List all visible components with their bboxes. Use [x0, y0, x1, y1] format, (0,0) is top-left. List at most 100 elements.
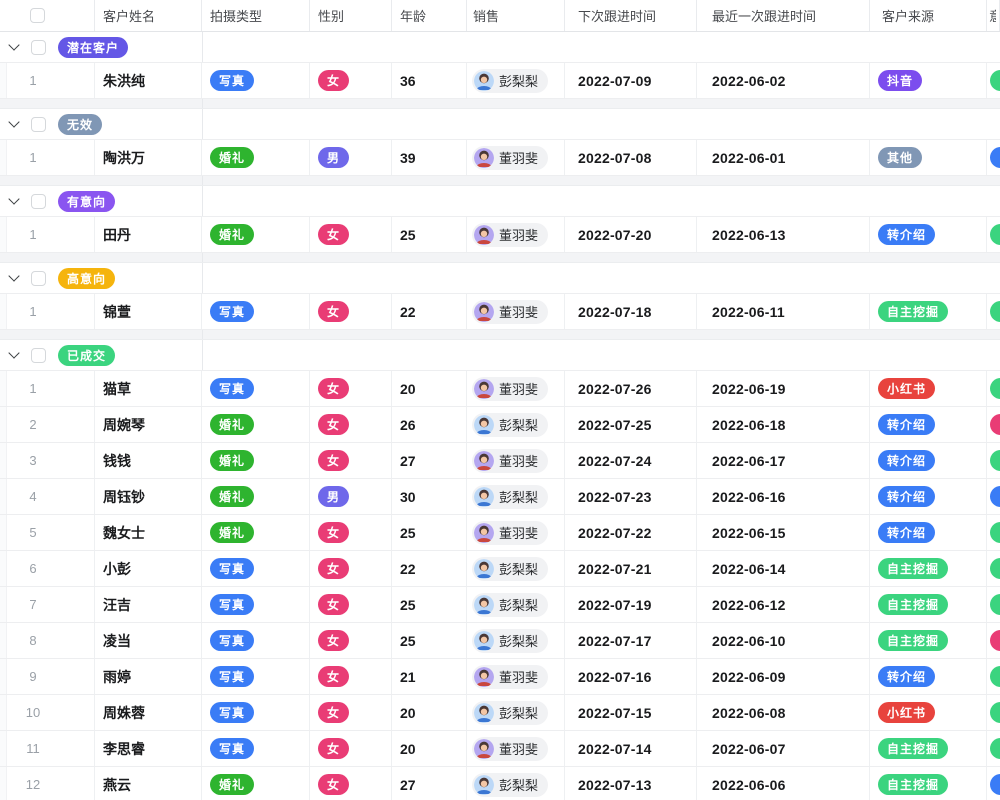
table-row[interactable]: 10 周姝蓉 写真 女 20 彭梨梨 2022-07-15 2022-06-08… [0, 695, 1000, 731]
customer-name-cell[interactable]: 李思睿 [95, 731, 202, 766]
source-badge[interactable]: 转介绍 [878, 414, 936, 435]
shoot-type-cell[interactable]: 写真 [202, 551, 310, 586]
table-row[interactable]: 8 凌当 写真 女 25 彭梨梨 2022-07-17 2022-06-10 自… [0, 623, 1000, 659]
shoot-type-cell[interactable]: 写真 [202, 371, 310, 406]
source-cell[interactable]: 转介绍 [870, 443, 987, 478]
last-followup-cell[interactable]: 2022-06-07 [697, 731, 870, 766]
age-cell[interactable]: 22 [392, 294, 467, 329]
sales-chip[interactable]: 董羽斐 [472, 736, 549, 761]
clipped-cell[interactable] [987, 371, 1000, 406]
customer-name-cell[interactable]: 小彭 [95, 551, 202, 586]
column-header-name[interactable]: 客户姓名 [95, 0, 202, 31]
last-followup-cell[interactable]: 2022-06-13 [697, 217, 870, 252]
age-cell[interactable]: 36 [392, 63, 467, 98]
chevron-down-icon[interactable] [8, 39, 20, 51]
source-badge[interactable]: 转介绍 [878, 522, 936, 543]
gender-cell[interactable]: 女 [310, 731, 392, 766]
source-cell[interactable]: 其他 [870, 140, 987, 175]
next-followup-cell[interactable]: 2022-07-17 [565, 623, 697, 658]
clipped-cell[interactable] [987, 695, 1000, 730]
gender-cell[interactable]: 女 [310, 767, 392, 800]
next-followup-cell[interactable]: 2022-07-19 [565, 587, 697, 622]
next-followup-cell[interactable]: 2022-07-22 [565, 515, 697, 550]
source-badge[interactable]: 自主挖掘 [878, 738, 949, 759]
shoot-type-badge[interactable]: 写真 [210, 378, 255, 399]
customer-name-cell[interactable]: 雨婷 [95, 659, 202, 694]
customer-name-cell[interactable]: 周钰钞 [95, 479, 202, 514]
next-followup-cell[interactable]: 2022-07-23 [565, 479, 697, 514]
row-index-cell[interactable]: 10 [0, 695, 95, 730]
sales-chip[interactable]: 董羽斐 [472, 520, 549, 545]
table-row[interactable]: 7 汪吉 写真 女 25 彭梨梨 2022-07-19 2022-06-12 自… [0, 587, 1000, 623]
gender-cell[interactable]: 女 [310, 217, 392, 252]
gender-badge[interactable]: 女 [318, 630, 350, 651]
column-header-source[interactable]: 客户来源 [870, 0, 987, 31]
source-cell[interactable]: 抖音 [870, 63, 987, 98]
customer-name-cell[interactable]: 猫草 [95, 371, 202, 406]
sales-chip[interactable]: 董羽斐 [472, 664, 549, 689]
customer-name-cell[interactable]: 锦萱 [95, 294, 202, 329]
group-header-row[interactable]: 潜在客户 [0, 32, 1000, 63]
clipped-badge[interactable] [990, 414, 1000, 435]
shoot-type-cell[interactable]: 婚礼 [202, 479, 310, 514]
age-cell[interactable]: 20 [392, 371, 467, 406]
customer-name-cell[interactable]: 周姝蓉 [95, 695, 202, 730]
select-all-cell[interactable] [0, 0, 95, 31]
sales-chip[interactable]: 彭梨梨 [472, 772, 549, 797]
sales-cell[interactable]: 彭梨梨 [467, 623, 565, 658]
source-badge[interactable]: 小红书 [878, 378, 936, 399]
clipped-badge[interactable] [990, 702, 1000, 723]
source-cell[interactable]: 转介绍 [870, 217, 987, 252]
shoot-type-badge[interactable]: 写真 [210, 702, 255, 723]
source-badge[interactable]: 自主挖掘 [878, 630, 949, 651]
group-checkbox[interactable] [31, 193, 46, 209]
row-index-cell[interactable]: 1 [0, 294, 95, 329]
sales-cell[interactable]: 彭梨梨 [467, 695, 565, 730]
clipped-cell[interactable] [987, 294, 1000, 329]
row-index-cell[interactable]: 2 [0, 407, 95, 442]
row-index-cell[interactable]: 11 [0, 731, 95, 766]
age-cell[interactable]: 30 [392, 479, 467, 514]
clipped-badge[interactable] [990, 594, 1000, 615]
column-header-age[interactable]: 年龄 [392, 0, 467, 31]
shoot-type-badge[interactable]: 写真 [210, 738, 255, 759]
clipped-badge[interactable] [990, 450, 1000, 471]
shoot-type-badge[interactable]: 写真 [210, 70, 255, 91]
sales-cell[interactable]: 彭梨梨 [467, 767, 565, 800]
gender-badge[interactable]: 女 [318, 414, 350, 435]
row-index-cell[interactable]: 6 [0, 551, 95, 586]
customer-name-cell[interactable]: 凌当 [95, 623, 202, 658]
row-index-cell[interactable]: 12 [0, 767, 95, 800]
gender-badge[interactable]: 女 [318, 522, 350, 543]
gender-badge[interactable]: 男 [318, 147, 350, 168]
shoot-type-badge[interactable]: 写真 [210, 558, 255, 579]
next-followup-cell[interactable]: 2022-07-14 [565, 731, 697, 766]
row-index-cell[interactable]: 3 [0, 443, 95, 478]
sales-chip[interactable]: 彭梨梨 [472, 484, 549, 509]
clipped-cell[interactable] [987, 587, 1000, 622]
table-row[interactable]: 3 钱钱 婚礼 女 27 董羽斐 2022-07-24 2022-06-17 转… [0, 443, 1000, 479]
age-cell[interactable]: 27 [392, 767, 467, 800]
source-badge[interactable]: 自主挖掘 [878, 301, 949, 322]
sales-cell[interactable]: 董羽斐 [467, 217, 565, 252]
gender-badge[interactable]: 女 [318, 70, 350, 91]
customer-name-cell[interactable]: 陶洪万 [95, 140, 202, 175]
last-followup-cell[interactable]: 2022-06-06 [697, 767, 870, 800]
next-followup-cell[interactable]: 2022-07-25 [565, 407, 697, 442]
clipped-badge[interactable] [990, 224, 1000, 245]
row-index-cell[interactable]: 1 [0, 63, 95, 98]
gender-cell[interactable]: 女 [310, 587, 392, 622]
gender-badge[interactable]: 女 [318, 450, 350, 471]
shoot-type-cell[interactable]: 婚礼 [202, 217, 310, 252]
last-followup-cell[interactable]: 2022-06-02 [697, 63, 870, 98]
row-index-cell[interactable]: 4 [0, 479, 95, 514]
clipped-cell[interactable] [987, 623, 1000, 658]
table-row[interactable]: 1 陶洪万 婚礼 男 39 董羽斐 2022-07-08 2022-06-01 … [0, 140, 1000, 176]
shoot-type-badge[interactable]: 婚礼 [210, 522, 255, 543]
table-row[interactable]: 5 魏女士 婚礼 女 25 董羽斐 2022-07-22 2022-06-15 … [0, 515, 1000, 551]
shoot-type-cell[interactable]: 写真 [202, 731, 310, 766]
group-status-badge[interactable]: 潜在客户 [58, 36, 129, 58]
sales-chip[interactable]: 董羽斐 [472, 448, 549, 473]
sales-cell[interactable]: 董羽斐 [467, 294, 565, 329]
shoot-type-badge[interactable]: 写真 [210, 666, 255, 687]
